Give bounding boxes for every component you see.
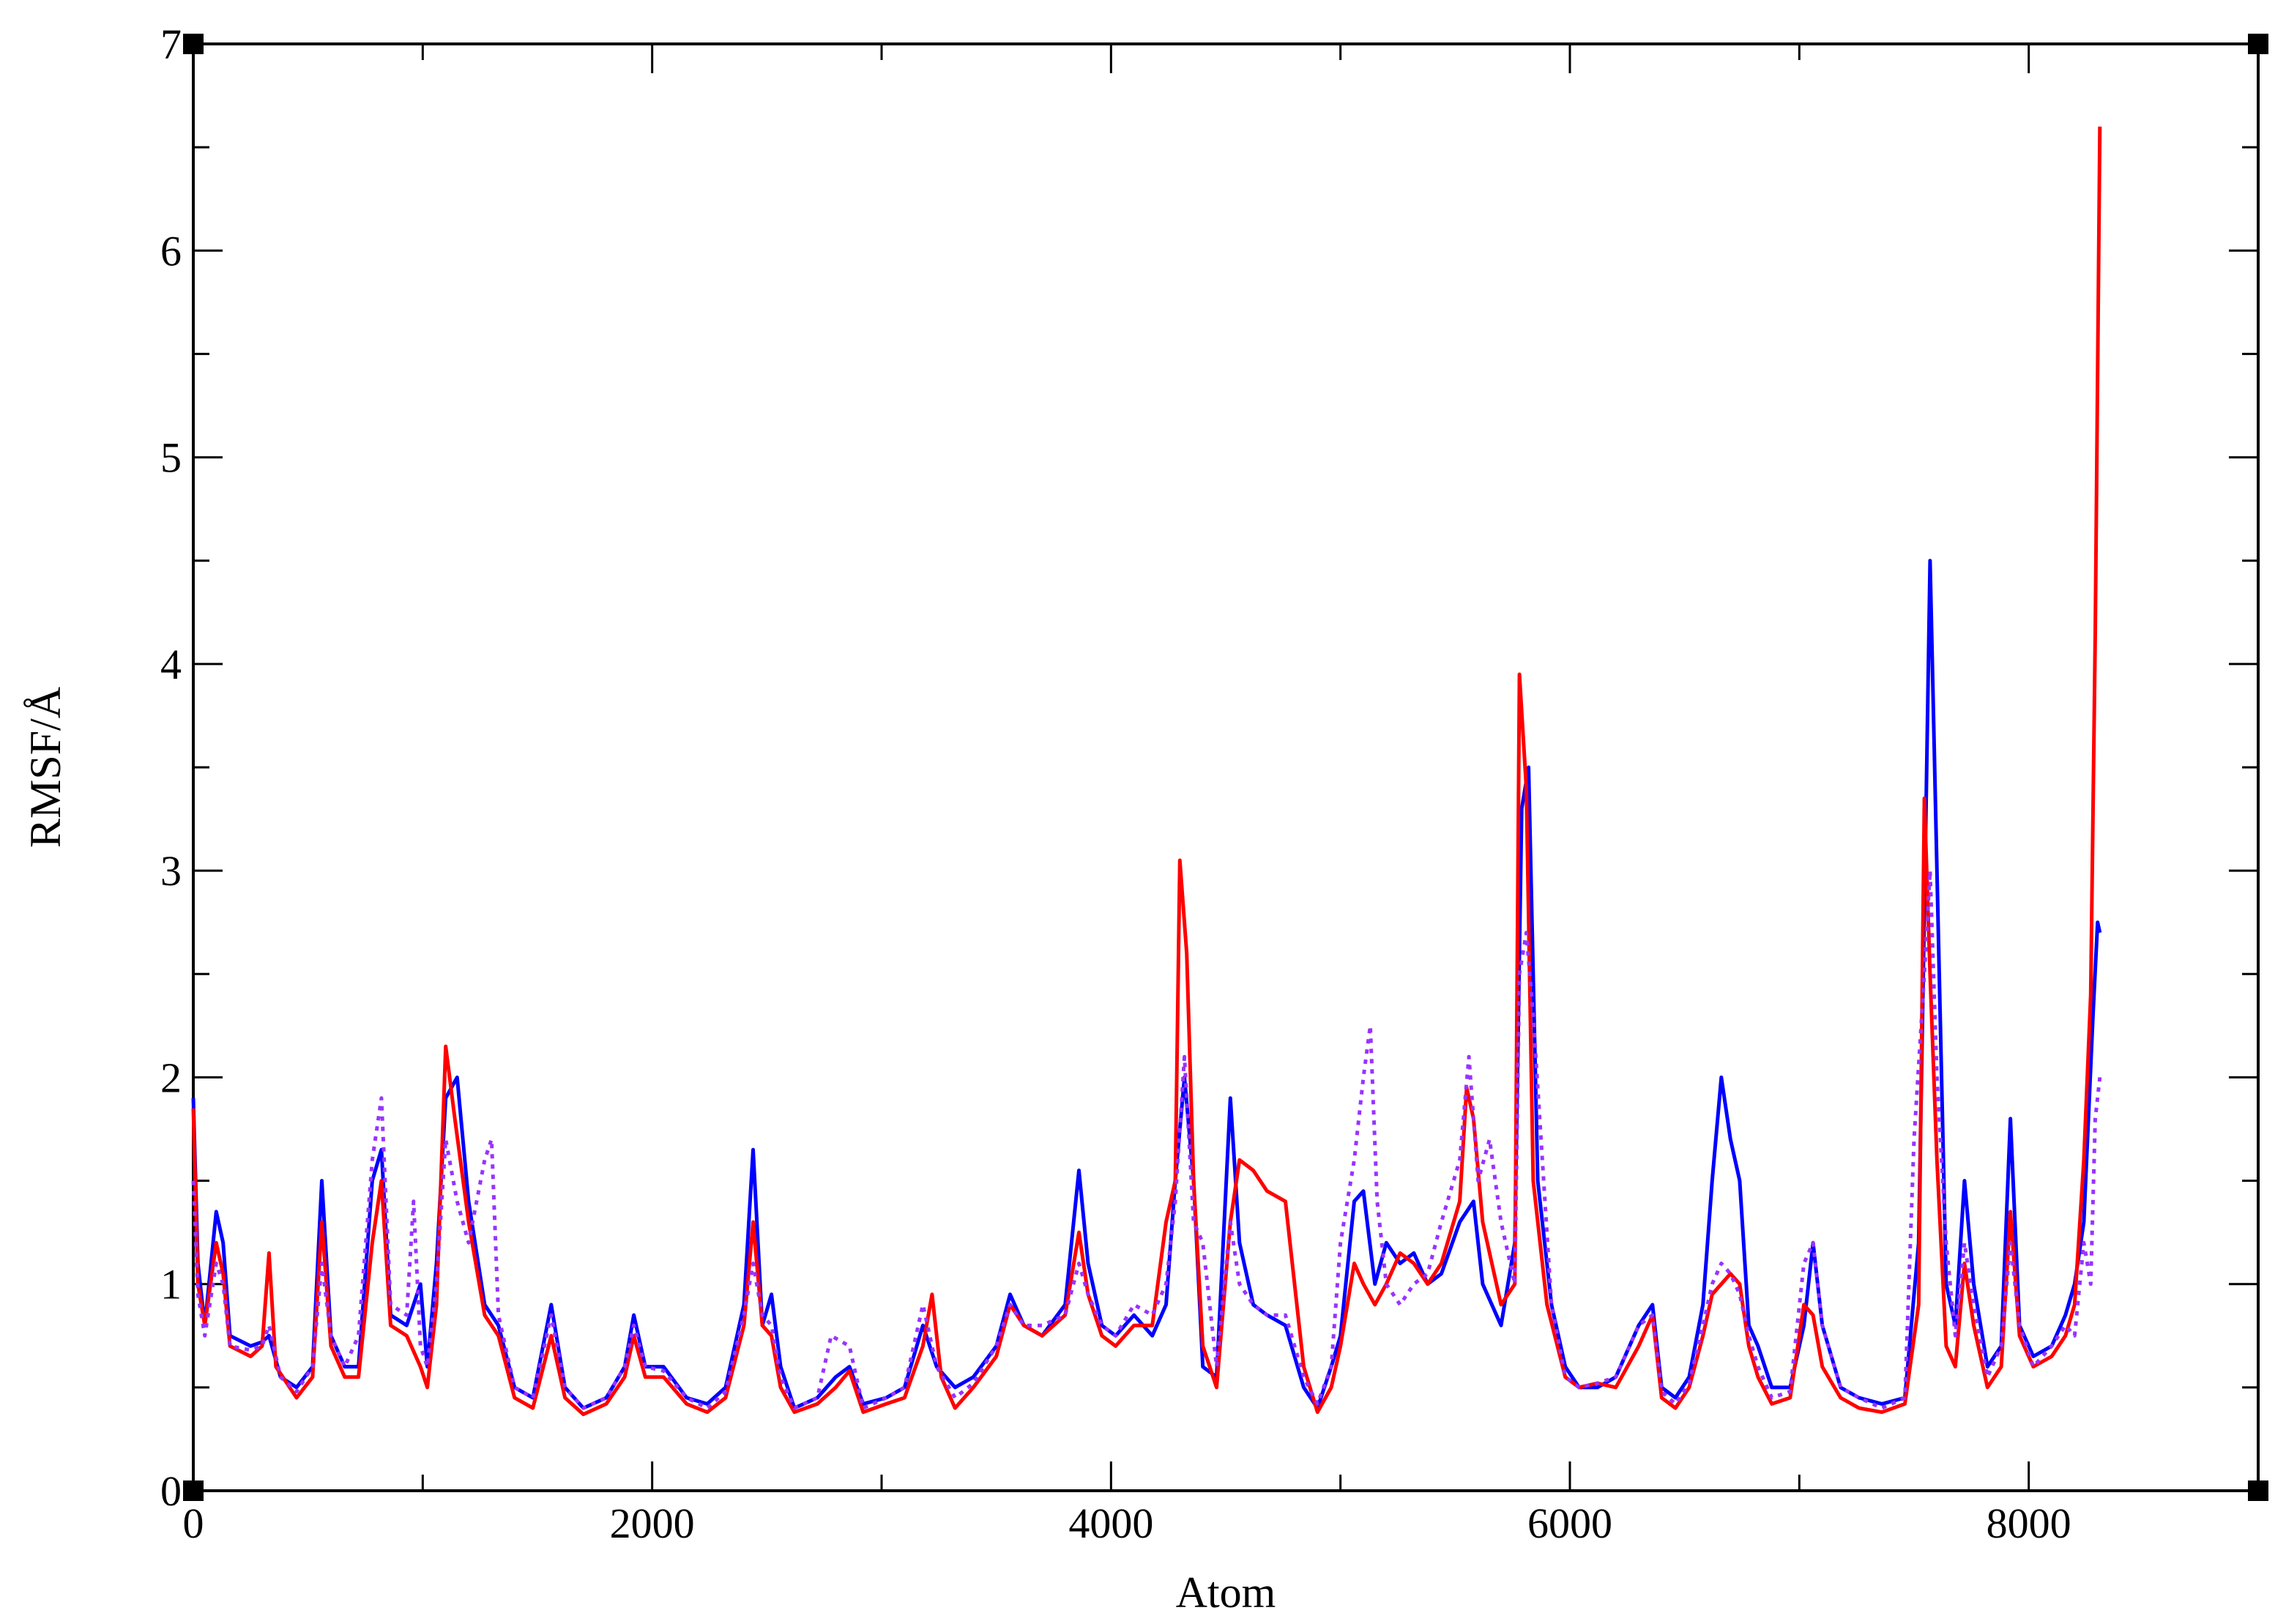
corner-handle [2248, 34, 2268, 54]
series-line-3 [191, 868, 2102, 1410]
corner-handle [183, 1480, 204, 1501]
series-line-2 [191, 126, 2102, 1417]
corner-handle [183, 34, 204, 54]
y-tick-label: 7 [160, 21, 182, 68]
data-series [191, 126, 2102, 1417]
y-tick-label: 4 [160, 641, 182, 688]
x-tick-label: 4000 [1068, 1500, 1153, 1547]
corner-handles [183, 34, 2268, 1501]
corner-handle [2248, 1480, 2268, 1501]
x-axis-title: Atom [1176, 1568, 1276, 1617]
y-tick-label: 1 [160, 1261, 182, 1308]
y-tick-label: 0 [160, 1467, 182, 1515]
y-tick-label: 5 [160, 434, 182, 482]
y-axis-title: RMSF/Å [21, 687, 70, 848]
y-tick-label: 2 [160, 1054, 182, 1101]
y-tick-label: 3 [160, 847, 182, 895]
x-tick-label: 2000 [610, 1500, 695, 1547]
x-tick-label: 6000 [1527, 1500, 1612, 1547]
x-tick-label: 8000 [1987, 1500, 2071, 1547]
x-tick-label: 0 [183, 1500, 204, 1547]
y-tick-label: 6 [160, 227, 182, 275]
tick-labels: 0 2000 4000 6000 8000 0 1 2 3 4 5 6 7 [160, 21, 2071, 1547]
